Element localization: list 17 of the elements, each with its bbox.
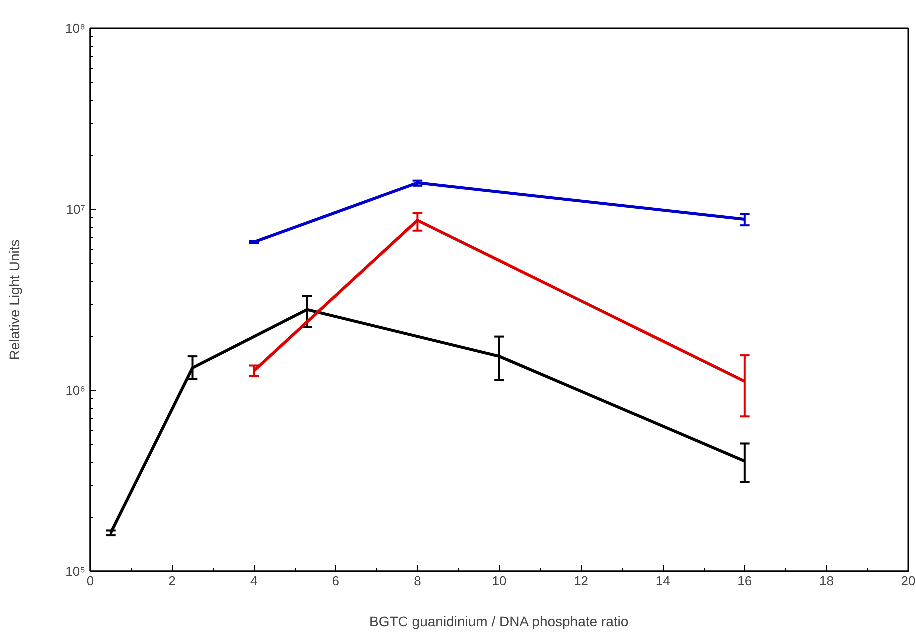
y-tick-label: 10⁵ — [66, 564, 86, 579]
x-tick-label: 18 — [819, 574, 834, 588]
x-tick-label: 2 — [168, 574, 176, 588]
x-tick-label: 4 — [250, 574, 258, 588]
y-tick-label: 10⁷ — [66, 202, 86, 217]
x-tick-label: 8 — [414, 574, 422, 588]
y-tick-label: 10⁶ — [66, 383, 86, 398]
x-axis-title: BGTC guanidinium / DNA phosphate ratio — [370, 614, 629, 630]
x-tick-label: 0 — [86, 574, 94, 588]
x-tick-label: 20 — [901, 574, 916, 588]
x-tick-label: 14 — [656, 574, 670, 588]
y-tick-label: 10⁸ — [66, 21, 86, 36]
x-tick-label: 16 — [738, 574, 752, 588]
x-tick-label: 12 — [574, 574, 589, 588]
x-tick-label: 10 — [492, 574, 507, 588]
x-tick-label: 6 — [332, 574, 340, 588]
y-axis-title: Relative Light Units — [6, 240, 23, 360]
